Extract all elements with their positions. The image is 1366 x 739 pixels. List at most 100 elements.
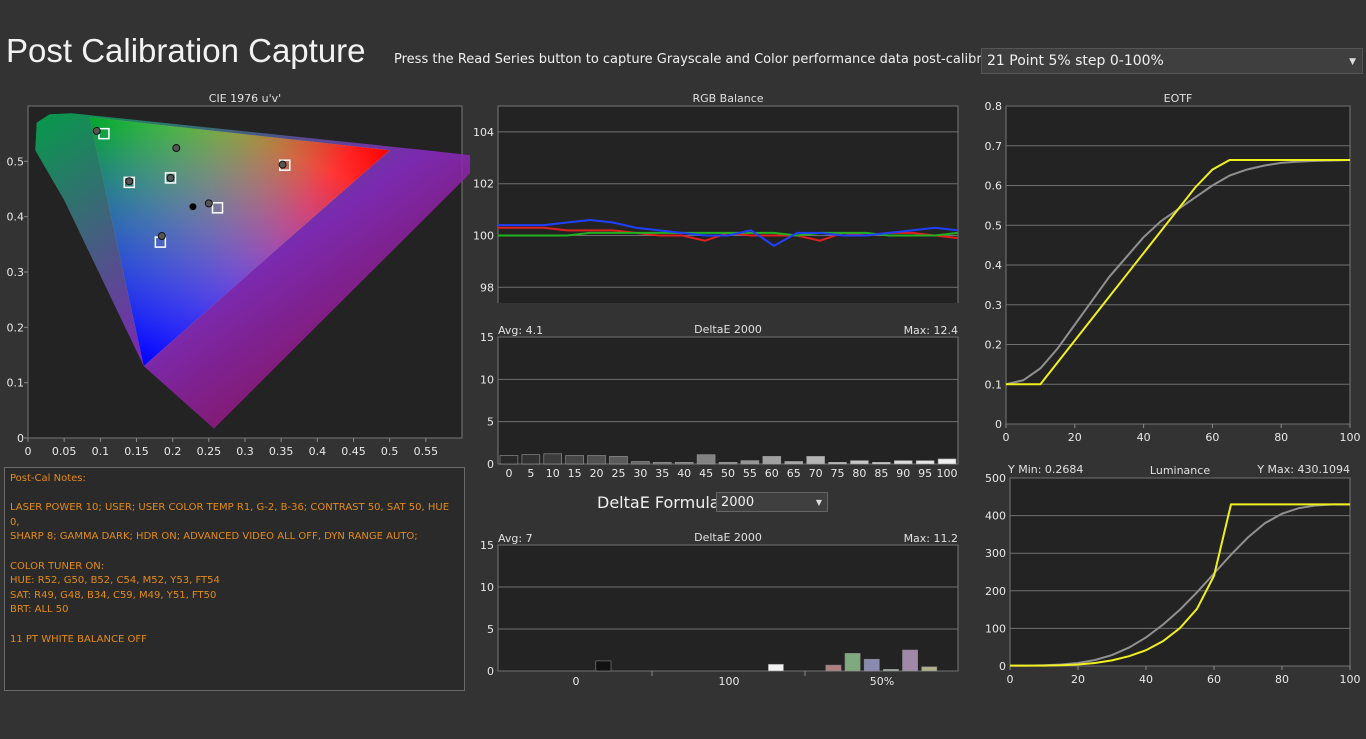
deltae-bar [828,462,847,465]
x-tick-label: 70 [809,467,823,480]
cie-chart: 0 0.1 0.2 0.3 0.4 0.5 0 0.05 0.1 0.15 0.2 0.25 0.3 0.… [0,88,470,460]
post-cal-notes[interactable]: Post-Cal Notes: LASER POWER 10; USER; USE… [4,467,465,691]
y-tick-label: 0.6 [985,180,1003,193]
white-point [189,203,197,211]
x-tick-label: 0 [25,445,32,458]
y-tick-label: 200 [985,585,1006,598]
deltae-bar [543,453,563,465]
y-tick-label: 0.5 [985,219,1003,232]
x-tick-label: 60 [765,467,779,480]
deltae-bar [915,460,935,465]
deltae-formula-label: DeltaE Formula [597,493,720,512]
deltae-bar [740,460,760,465]
series-line-1 [1006,159,1350,386]
y-tick-label: 400 [985,510,1006,523]
series-select-value: 21 Point 5% step 0-100% [987,53,1164,69]
x-tick-label: 65 [787,467,801,480]
y-tick-label: 15 [480,331,494,344]
deltae-formula-select[interactable]: 2000 ▼ [716,492,828,512]
max-label: Max: 12.4 [904,324,958,337]
y-tick-label: 15 [480,539,494,552]
y-tick-label: 5 [487,623,494,636]
chevron-down-icon: ▼ [815,498,822,507]
notes-line: HUE: R52, G50, B52, C54, M52, Y53, FT54 [10,575,220,587]
deltae-color-bar [883,669,899,672]
chart-title: CIE 1976 u'v' [209,92,281,105]
notes-line [10,487,459,502]
deltae-bar [850,460,869,465]
deltae-bar [806,456,825,465]
chart-title: EOTF [1164,92,1193,105]
deltae-bar [784,461,803,465]
deltae-bar [565,455,584,465]
x-tick-label: 40 [1137,431,1151,443]
x-tick-label: 15 [568,467,582,480]
y-tick-label: 0.1 [7,377,25,390]
notes-line: SHARP 8; GAMMA DARK; HDR ON; ADVANCED VI… [10,531,418,543]
measured-point [278,160,287,169]
x-tick-label: 5 [527,467,534,480]
x-tick-label: 55 [743,467,757,480]
deltae-bar [893,460,913,465]
avg-label: Avg: 7 [498,532,533,545]
notes-line: Post-Cal Notes: [10,473,86,484]
y-tick-label: 0.2 [985,339,1003,352]
notes-line: COLOR TUNER ON: [10,560,105,572]
series-select[interactable]: 21 Point 5% step 0-100% ▼ [981,48,1363,74]
x-tick-label: 20 [1068,431,1082,443]
x-tick-label: 60 [1207,673,1221,686]
deltae-grayscale-chart: 0 5 10 15 DeltaE 2000 Avg: 4.1 Max: 12.4 0 5 10 15… [470,318,970,483]
x-tick-label: 75 [831,467,845,480]
y-tick-label: 10 [480,581,494,594]
deltae-bar [521,454,541,465]
y-tick-label: 0.1 [985,378,1003,391]
x-tick-label: 80 [1274,431,1288,443]
series-line-1 [1010,503,1350,667]
x-tick-label: 100 [937,467,958,480]
x-tick-label: 0.35 [269,445,294,458]
y-tick-label: 500 [985,472,1006,485]
deltae-bar [499,455,519,465]
deltae-color-chart: 0 5 10 15 DeltaE 2000 Avg: 7 Max: 11.2 0 100 50% [470,527,970,692]
rgb-balance-chart: 96981001021040102030405060708090100RGB B… [470,88,970,303]
measured-point [92,126,101,135]
measured-point [204,199,213,208]
plot-area [1009,477,1351,667]
notes-line: BRT: ALL 50 [10,604,69,616]
deltae-color-bar [595,660,612,672]
x-tick-label: 50 [721,467,735,480]
x-tick-label: 10 [546,467,560,480]
notes-line: 11 PT WHITE BALANCE OFF [10,633,147,645]
deltae-bar [674,462,694,465]
x-tick-label: 45 [699,467,713,480]
y-tick-label: 100 [985,622,1006,635]
x-tick-label: 25 [611,467,625,480]
y-tick-label: 0.4 [985,259,1003,272]
x-tick-label: 0.1 [92,445,110,458]
x-tick-label: 40 [1139,673,1153,686]
y-tick-label: 0.3 [985,299,1003,312]
x-tick-label: 0 [1003,431,1010,443]
x-tick-label: 0.3 [236,445,254,458]
notes-line: LASER POWER 10; USER; USER COLOR TEMP R1… [10,502,450,528]
plot-area [497,544,959,672]
x-tick-label: 20 [590,467,604,480]
y-tick-label: 0.2 [7,321,25,334]
y-tick-label: 300 [985,547,1006,560]
target-marker [211,202,224,214]
x-tick-label: 0 [505,467,512,480]
x-tick-label: 0.4 [309,445,327,458]
plot-area [497,105,959,303]
measured-point [172,144,181,153]
deltae-bar [762,456,782,465]
y-tick-label: 0 [995,418,1002,431]
y-tick-label: 100 [473,230,494,243]
target-marker [164,172,177,184]
x-tick-label: 100 [1340,431,1361,443]
x-tick-label: 85 [874,467,888,480]
deltae-bar [696,454,716,465]
y-tick-label: 0 [999,660,1006,673]
x-tick-label: 100 [719,675,740,688]
chart-title: DeltaE 2000 [694,531,762,544]
x-tick-label: 90 [896,467,910,480]
